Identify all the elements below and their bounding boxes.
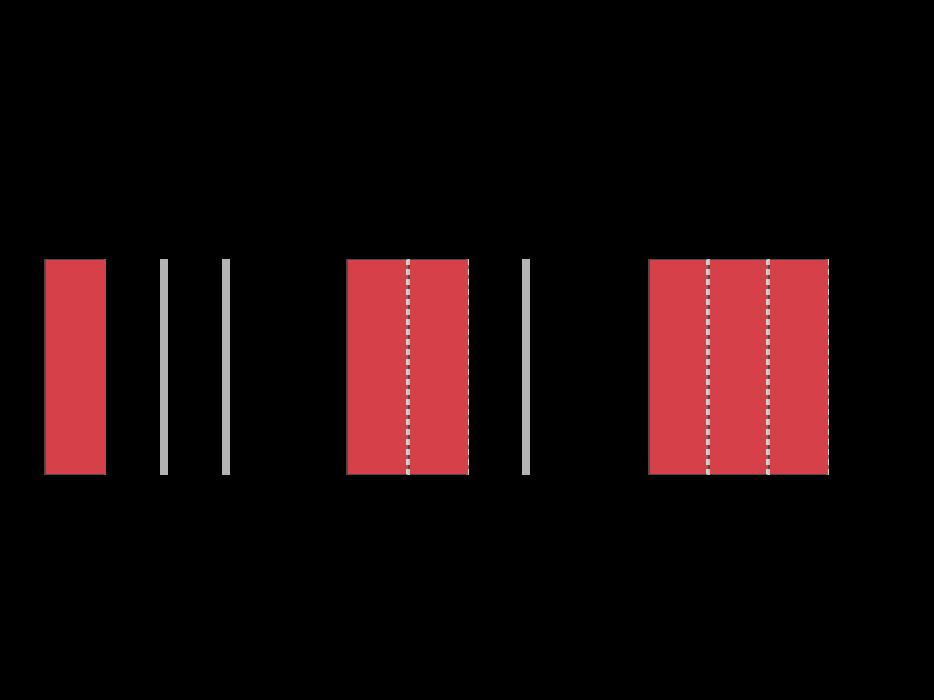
bar-6[interactable] [522,259,530,475]
bar-9[interactable] [768,259,829,475]
bar-3[interactable] [222,259,230,475]
bar-1[interactable] [44,259,106,475]
bar-7[interactable] [648,259,708,475]
bar-5[interactable] [408,259,469,475]
bar-4[interactable] [346,259,408,475]
bar-2[interactable] [160,259,168,475]
bar-8[interactable] [708,259,768,475]
